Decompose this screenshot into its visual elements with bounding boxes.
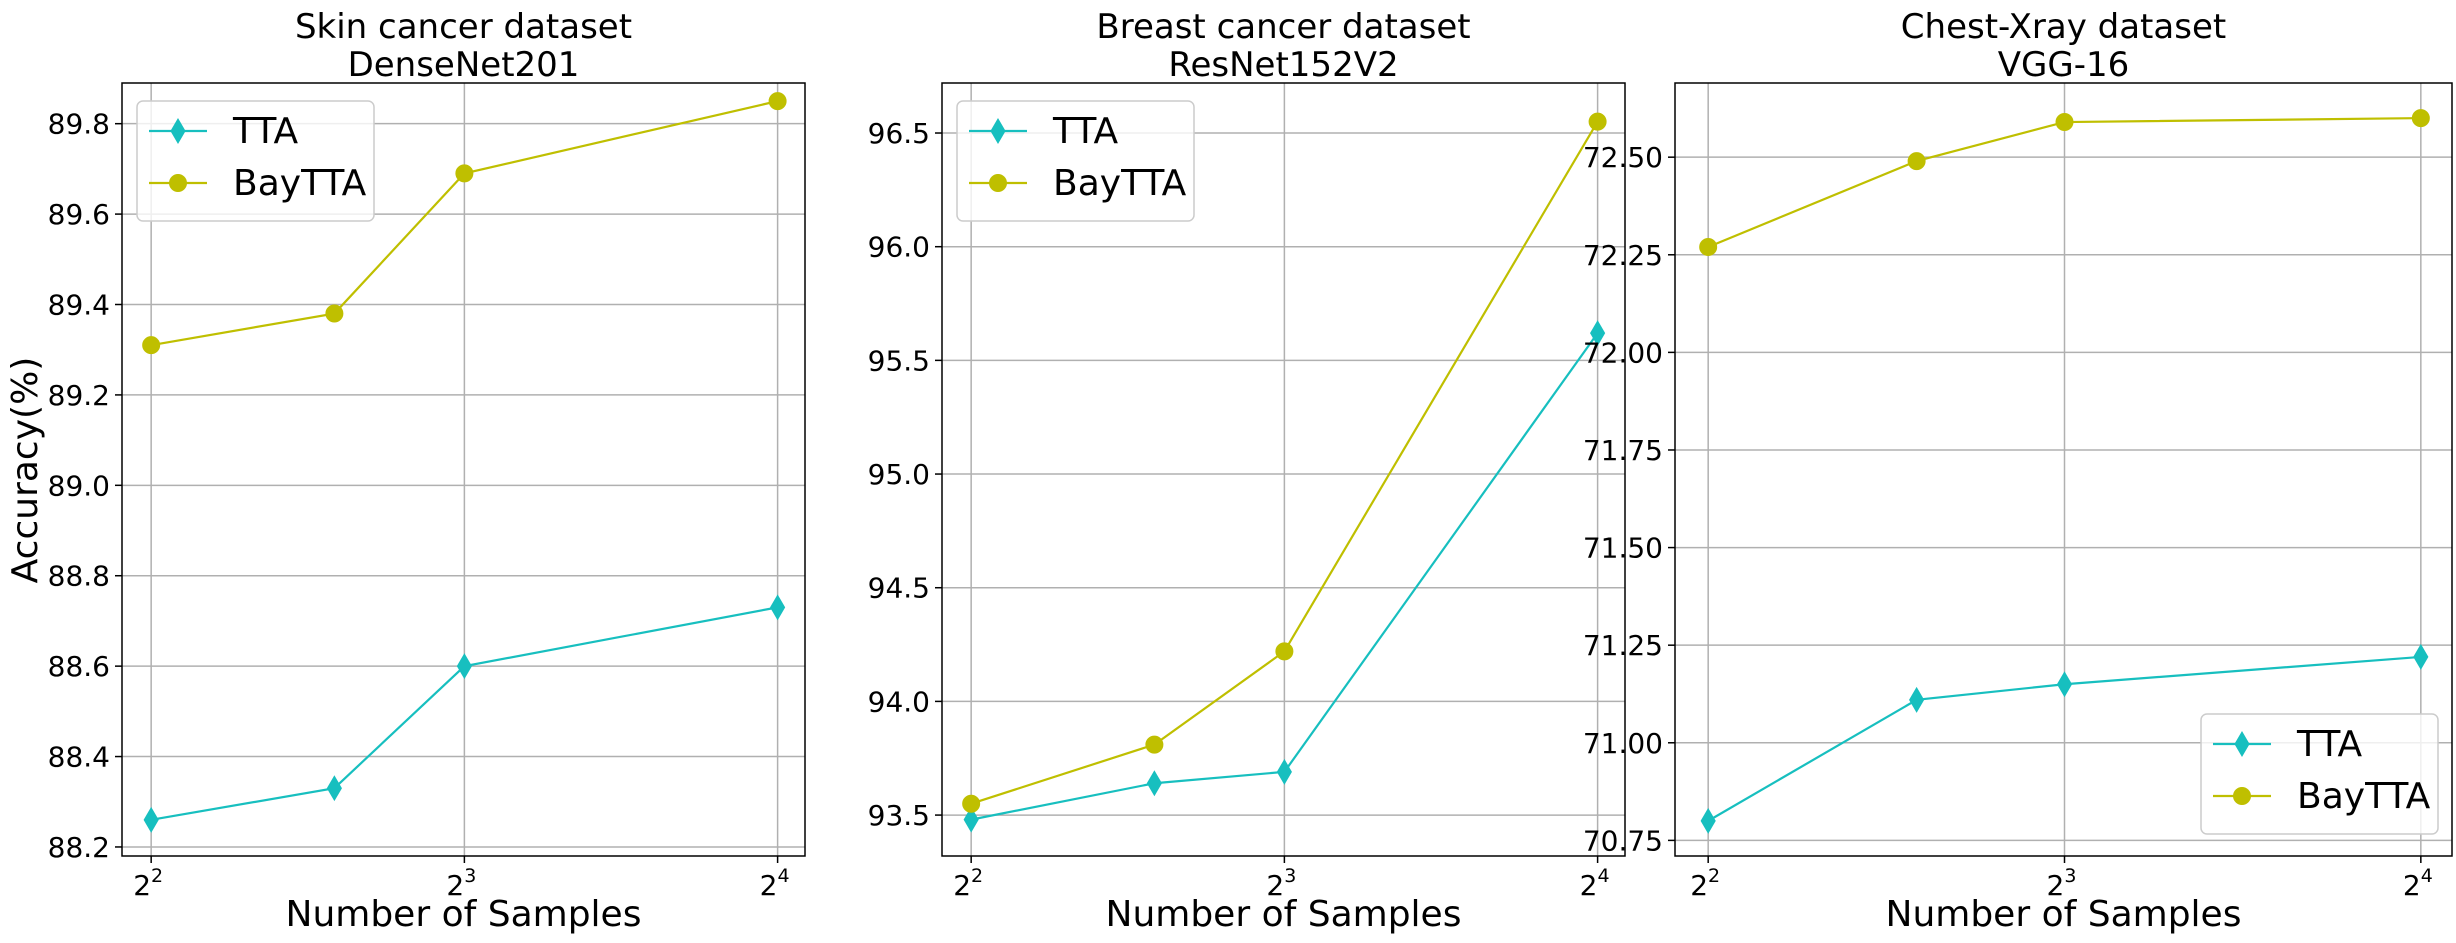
chart-title: Skin cancer dataset (295, 7, 632, 47)
y-tick-label: 89.2 (48, 379, 110, 412)
y-tick-label: 88.6 (48, 650, 110, 683)
legend: TTA BayTTA (956, 100, 1195, 222)
x-tick-label: 23 (446, 865, 476, 902)
data-point-baytta: BayTTA: 72.6 (2411, 109, 2430, 128)
legend: TTA BayTTA (136, 100, 375, 222)
y-tick-label: 89.4 (48, 289, 110, 322)
data-point-tta: TTA: 70.8 (1700, 807, 1716, 834)
chart-title: Chest-Xray dataset (1901, 7, 2226, 47)
y-tick-label: 94.5 (868, 572, 930, 605)
y-tick-label: 72.00 (1583, 336, 1663, 369)
y-tick-label: 96.0 (868, 231, 930, 264)
x-tick-label: 23 (1266, 865, 1296, 902)
y-tick-label: 72.25 (1583, 239, 1663, 272)
x-axis-label: Number of Samples (1106, 894, 1462, 935)
x-axis-label: Number of Samples (1886, 894, 2242, 935)
chart-subtitle: VGG-16 (1998, 45, 2129, 85)
series-line-baytta (1707, 117, 2421, 248)
x-tick-label: 24 (1580, 865, 1610, 902)
y-tick-label: 95.0 (868, 458, 930, 491)
x-tick-label: 22 (133, 865, 163, 902)
x-tick-label: 22 (953, 865, 983, 902)
legend-marker-tta (170, 118, 186, 144)
data-point-tta: TTA: 93.64 (1146, 770, 1162, 797)
y-tick-label: 88.2 (48, 831, 110, 864)
data-point-tta: TTA: 93.69 (1276, 758, 1292, 785)
series-line-tta (150, 606, 778, 821)
data-point-baytta: BayTTA: 89.69 (455, 164, 474, 183)
data-point-baytta: BayTTA: 72.27 (1699, 237, 1718, 256)
data-point-tta: TTA: 95.62 (1590, 320, 1606, 347)
data-point-baytta: BayTTA: 94.22 (1275, 642, 1294, 661)
data-point-baytta: BayTTA: 72.49 (1907, 152, 1926, 171)
y-tick-label: 71.25 (1583, 629, 1663, 662)
series-line-baytta (970, 121, 1599, 805)
y-tick-label: 94.0 (868, 685, 930, 718)
chart-subtitle: DenseNet201 (348, 45, 580, 85)
y-axis-label: Accuracy(%) (5, 357, 46, 584)
x-tick-label: 24 (2403, 865, 2433, 902)
data-point-tta: TTA: 88.33 (326, 775, 342, 802)
y-tick-label: 70.75 (1583, 824, 1663, 857)
y-tick-label: 89.0 (48, 469, 110, 502)
y-tick-label: 95.5 (868, 344, 930, 377)
legend-label-tta: TTA (2296, 724, 2363, 765)
series-line-tta (970, 332, 1599, 821)
x-tick-label: 24 (760, 865, 790, 902)
y-tick-label: 88.8 (48, 560, 110, 593)
legend-marker-baytta (2233, 787, 2251, 805)
series-line-tta (1707, 655, 2421, 822)
data-point-tta: TTA: 71.15 (2056, 671, 2073, 698)
data-point-baytta: BayTTA: 93.55 (962, 794, 981, 813)
data-point-baytta: BayTTA: 89.38 (325, 304, 344, 323)
y-tick-label: 89.6 (48, 198, 110, 231)
legend-marker-tta (2234, 731, 2250, 757)
plot-frame (121, 82, 806, 857)
legend: TTA BayTTA (2200, 713, 2439, 835)
series-line-baytta (150, 100, 778, 347)
y-tick-label: 72.50 (1583, 141, 1663, 174)
y-tick-label: 89.8 (48, 108, 110, 141)
legend-label-baytta: BayTTA (1053, 163, 1187, 204)
data-point-tta: TTA: 88.73 (770, 594, 786, 621)
data-point-baytta: BayTTA: 96.55 (1588, 112, 1607, 131)
data-point-baytta: BayTTA: 93.81 (1145, 735, 1164, 754)
y-tick-label: 71.00 (1583, 727, 1663, 760)
legend-label-baytta: BayTTA (2297, 776, 2431, 817)
plot-frame (1674, 82, 2453, 857)
data-point-tta: TTA: 88.6 (456, 653, 472, 680)
legend-marker-baytta (169, 174, 187, 192)
chart-title: Breast cancer dataset (1096, 7, 1470, 47)
x-axis-label: Number of Samples (286, 894, 642, 935)
legend-marker-tta (990, 118, 1006, 144)
data-point-baytta: BayTTA: 89.85 (768, 92, 787, 111)
legend-label-baytta: BayTTA (233, 163, 367, 204)
x-tick-label: 22 (1690, 865, 1720, 902)
chart-subtitle: ResNet152V2 (1168, 45, 1398, 85)
y-tick-label: 71.50 (1583, 532, 1663, 565)
y-tick-label: 71.75 (1583, 434, 1663, 467)
data-point-baytta: BayTTA: 89.31 (142, 336, 161, 355)
plot-frame (941, 82, 1626, 857)
legend-label-tta: TTA (1052, 111, 1119, 152)
legend-marker-baytta (989, 174, 1007, 192)
y-tick-label: 88.4 (48, 741, 110, 774)
data-point-baytta: BayTTA: 72.59 (2055, 113, 2074, 132)
y-tick-label: 93.5 (868, 799, 930, 832)
data-point-tta: TTA: 71.11 (1909, 686, 1925, 713)
data-point-tta: TTA: 93.48 (963, 806, 979, 833)
data-point-tta: TTA: 71.22 (2413, 643, 2429, 670)
data-point-tta: TTA: 88.26 (143, 806, 159, 833)
y-tick-label: 96.5 (868, 117, 930, 150)
x-tick-label: 23 (2047, 865, 2077, 902)
legend-label-tta: TTA (232, 111, 299, 152)
